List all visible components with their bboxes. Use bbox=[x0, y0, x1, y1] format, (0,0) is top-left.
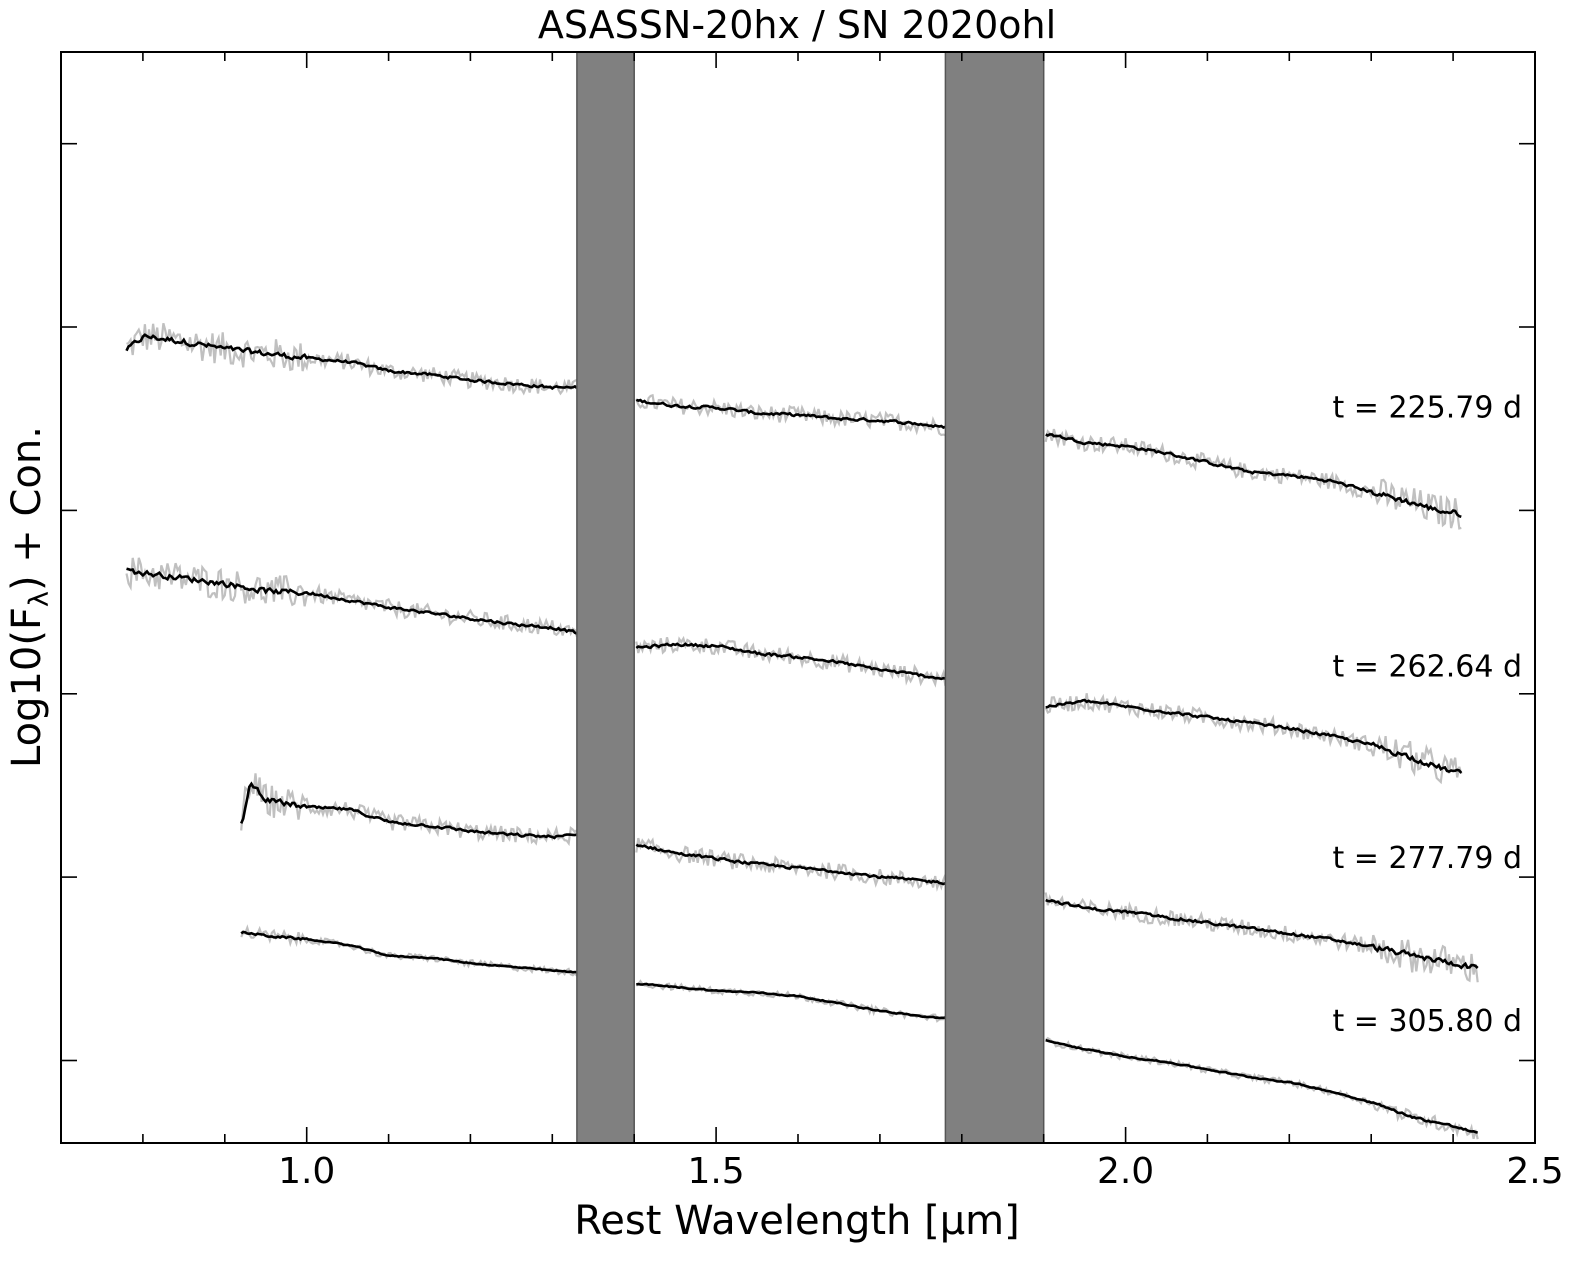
series-2-raw-spectrum bbox=[125, 557, 578, 638]
series-3-raw-spectrum bbox=[635, 837, 947, 892]
series-2-smoothed-spectrum bbox=[635, 642, 946, 681]
telluric-mask-band-1 bbox=[576, 51, 635, 1144]
x-tick-label: 2.0 bbox=[1097, 1151, 1154, 1192]
y-axis-title-main: Log10(F bbox=[4, 607, 50, 768]
series-2-raw-spectrum bbox=[635, 635, 947, 688]
series-1-smoothed-spectrum bbox=[125, 333, 578, 391]
epoch-label-4: t = 305.80 d bbox=[1332, 1004, 1522, 1039]
axis-ticks: 1.0 1.5 2.0 2.5 bbox=[61, 52, 1564, 1192]
series-3-raw-spectrum bbox=[1044, 892, 1479, 983]
chart-title: ASASSN-20hx / SN 2020ohl bbox=[538, 3, 1056, 47]
epoch-label-2: t = 262.64 d bbox=[1332, 650, 1522, 685]
series-2-smoothed-spectrum bbox=[126, 567, 578, 635]
telluric-mask-band-2 bbox=[944, 51, 1045, 1144]
plot-area: t = 225.79 d t = 262.64 d t = 277.79 d t = … bbox=[125, 51, 1522, 1144]
x-tick-label: 1.5 bbox=[687, 1151, 744, 1192]
x-tick-label: 2.5 bbox=[1506, 1151, 1563, 1192]
series-2-smoothed-spectrum bbox=[1045, 698, 1463, 774]
series-1-raw-spectrum bbox=[1044, 428, 1462, 530]
series-4-smoothed-spectrum bbox=[1045, 1038, 1479, 1134]
y-axis-title-tail: ) + Con. bbox=[4, 426, 50, 591]
series-1-raw-spectrum bbox=[126, 323, 578, 396]
series-3-raw-spectrum bbox=[240, 773, 578, 847]
epoch-label-1: t = 225.79 d bbox=[1332, 391, 1522, 426]
x-tick-label: 1.0 bbox=[278, 1151, 335, 1192]
series-4-smoothed-spectrum bbox=[240, 930, 578, 974]
series-3-smoothed-spectrum bbox=[240, 781, 578, 840]
epoch-label-3: t = 277.79 d bbox=[1332, 841, 1522, 876]
series-3-smoothed-spectrum bbox=[635, 843, 946, 886]
series-3-smoothed-spectrum bbox=[1045, 898, 1479, 970]
series-2-raw-spectrum bbox=[1044, 693, 1463, 785]
series-1-smoothed-spectrum bbox=[1045, 433, 1462, 519]
series-1-smoothed-spectrum bbox=[635, 398, 946, 429]
series-4-raw-spectrum bbox=[1044, 1036, 1479, 1140]
series-4-smoothed-spectrum bbox=[636, 982, 946, 1020]
x-axis-title: Rest Wavelength [μm] bbox=[574, 1198, 1019, 1244]
y-axis-title: Log10(Fλ) + Con. bbox=[4, 426, 55, 768]
y-axis-title-subscript: λ bbox=[24, 591, 55, 607]
